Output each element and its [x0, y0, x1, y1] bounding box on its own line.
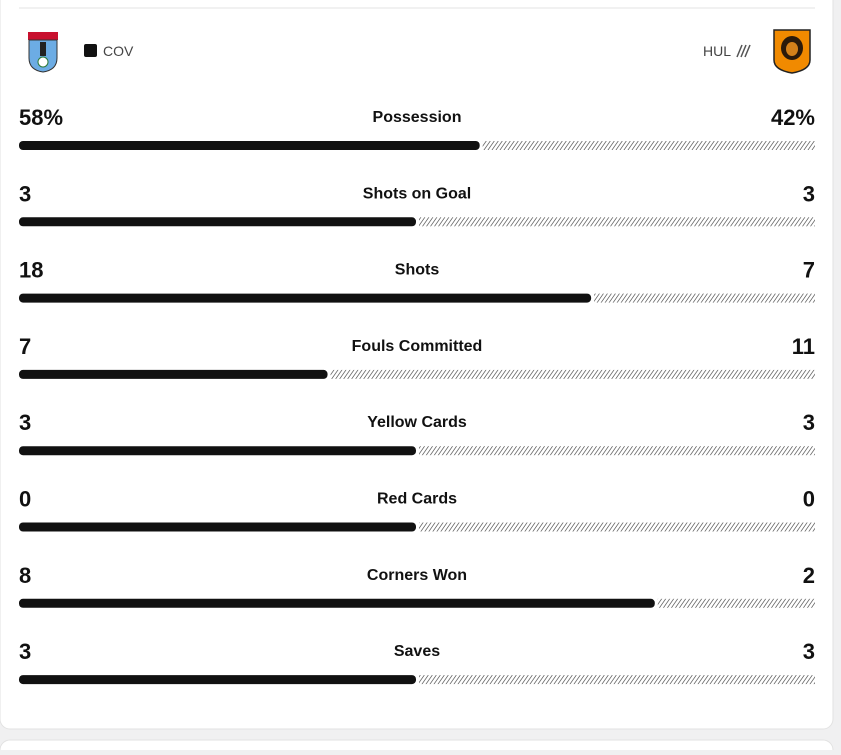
home-value: 3: [19, 181, 31, 206]
home-value: 3: [19, 410, 31, 435]
stat-label: Yellow Cards: [367, 414, 467, 431]
home-bar: [19, 598, 655, 608]
away-bar: [594, 293, 815, 303]
away-logo: [773, 29, 811, 74]
home-bar: [19, 446, 416, 456]
home-bar: [19, 293, 592, 303]
away-bar: [419, 522, 815, 532]
stat-label: Shots on Goal: [363, 185, 471, 202]
away-bar: [657, 598, 815, 608]
stat-label: Shots: [395, 262, 440, 279]
home-value: 8: [19, 563, 31, 588]
home-swatch: [84, 44, 97, 57]
away-value: 2: [803, 563, 815, 588]
home-bar: [19, 675, 416, 685]
stat-label: Possession: [373, 109, 462, 126]
home-bar: [19, 217, 416, 227]
away-value: 3: [803, 410, 815, 435]
away-value: 0: [803, 487, 815, 512]
stat-label: Red Cards: [377, 491, 457, 508]
away-value: 11: [792, 334, 815, 359]
home-value: 7: [19, 334, 31, 359]
away-swatch: [736, 44, 751, 58]
card: [0, 0, 834, 730]
home-value: 0: [19, 487, 31, 512]
away-bar: [482, 141, 815, 150]
away-bar: [419, 675, 815, 685]
home-value: 3: [19, 639, 31, 664]
stat-label: Saves: [394, 643, 440, 660]
home-bar: [19, 141, 480, 150]
away-value: 3: [803, 181, 815, 206]
home-bar: [19, 369, 328, 379]
away-value: 7: [803, 258, 815, 283]
home-bar: [19, 522, 416, 532]
next-card: [0, 739, 834, 755]
home-team: COV: [103, 43, 134, 59]
away-value: 42%: [771, 105, 815, 130]
away-bar: [330, 369, 815, 379]
home-logo: [28, 32, 58, 73]
stat-label: Corners Won: [367, 567, 467, 584]
away-bar: [419, 446, 815, 456]
away-team: HUL: [703, 43, 731, 59]
away-value: 3: [803, 639, 815, 664]
away-bar: [419, 217, 815, 227]
home-value: 58%: [19, 105, 63, 130]
home-value: 18: [19, 258, 43, 283]
stat-label: Fouls Committed: [352, 338, 483, 355]
